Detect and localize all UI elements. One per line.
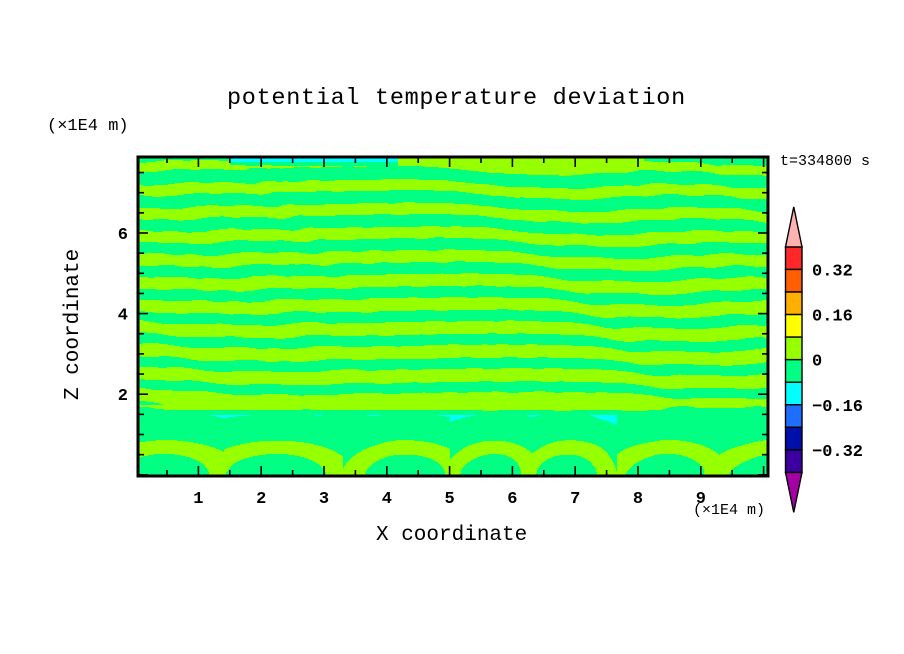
svg-text:6: 6 (118, 226, 128, 245)
svg-text:7: 7 (570, 490, 580, 509)
svg-text:2: 2 (118, 387, 128, 406)
svg-text:0.32: 0.32 (812, 262, 853, 281)
svg-text:−0.32: −0.32 (812, 443, 863, 462)
svg-text:0.16: 0.16 (812, 308, 853, 327)
svg-text:−0.16: −0.16 (812, 398, 863, 417)
svg-text:6: 6 (507, 490, 517, 509)
svg-text:4: 4 (118, 307, 128, 326)
svg-text:5: 5 (444, 490, 454, 509)
svg-text:1: 1 (193, 490, 203, 509)
svg-text:4: 4 (382, 490, 392, 509)
svg-text:0: 0 (812, 353, 822, 372)
svg-text:2: 2 (256, 490, 266, 509)
svg-text:3: 3 (319, 490, 329, 509)
svg-text:9: 9 (696, 490, 706, 509)
svg-text:8: 8 (633, 490, 643, 509)
